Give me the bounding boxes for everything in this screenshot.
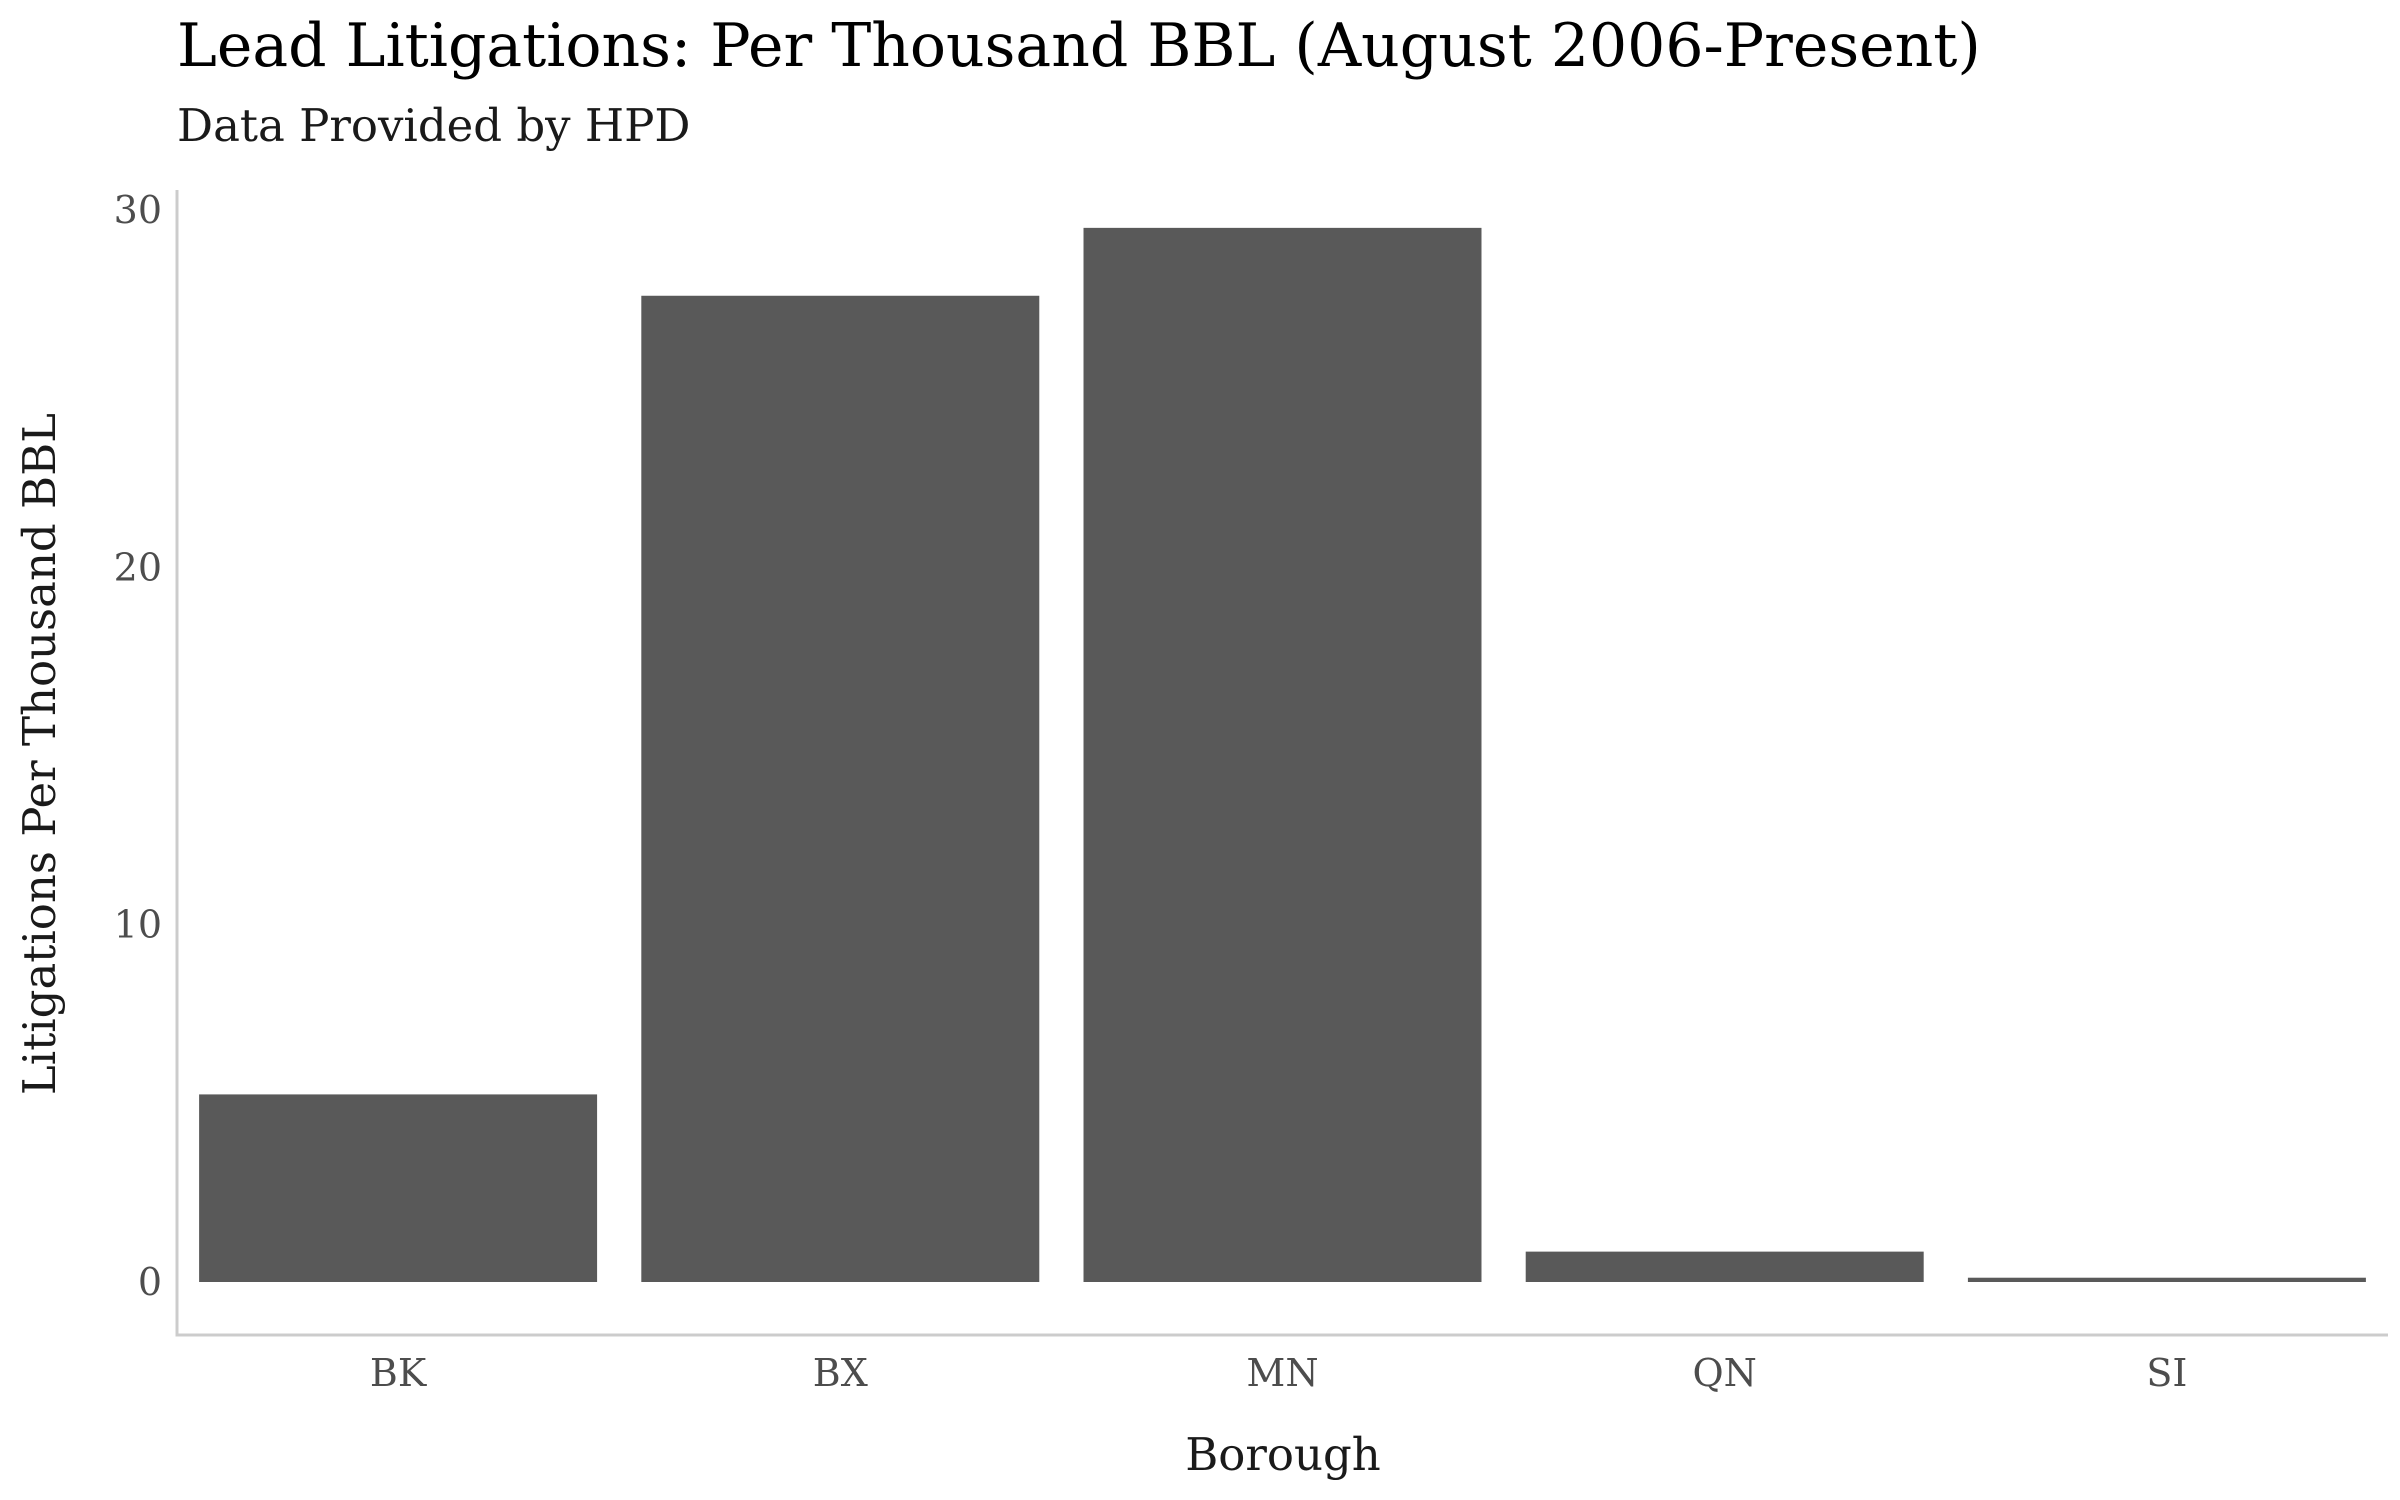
x-tick-label: QN [1692, 1351, 1756, 1395]
chart-subtitle: Data Provided by HPD [177, 99, 691, 152]
bar-si [1967, 1277, 2366, 1282]
x-tick-label: MN [1246, 1351, 1318, 1395]
y-tick-label: 0 [138, 1260, 162, 1304]
chart-title: Lead Litigations: Per Thousand BBL (Augu… [177, 11, 1981, 81]
x-axis-ticks: BK BX MN QN SI [370, 1351, 2187, 1395]
bar-bk [199, 1094, 598, 1282]
x-axis-title: Borough [1185, 1428, 1381, 1481]
axis-lines [175, 190, 2388, 1337]
bar-bx [641, 295, 1040, 1282]
y-tick-label: 30 [114, 188, 162, 232]
y-tick-label: 20 [114, 545, 162, 589]
x-tick-label: SI [2146, 1351, 2187, 1395]
bar-mn [1083, 227, 1482, 1282]
y-tick-label: 10 [114, 903, 162, 947]
x-tick-label: BX [813, 1351, 868, 1395]
y-axis-title: Litigations Per Thousand BBL [13, 413, 66, 1095]
bar-qn [1525, 1251, 1924, 1282]
x-tick-label: BK [370, 1351, 427, 1395]
y-axis-ticks: 0 10 20 30 [114, 188, 162, 1304]
bars [199, 227, 2366, 1282]
